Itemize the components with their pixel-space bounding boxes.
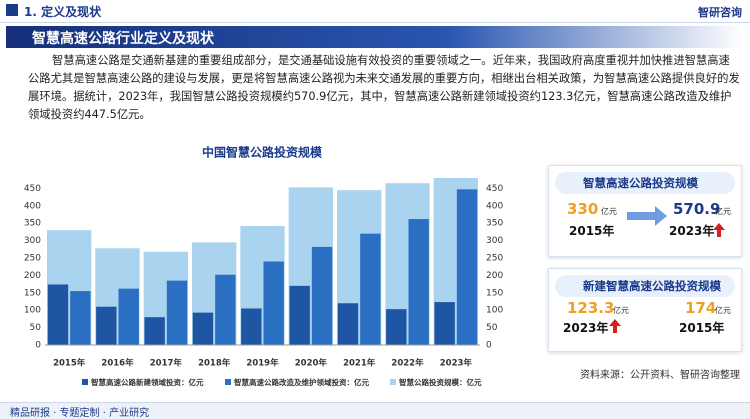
bar [166,280,188,345]
bar [289,285,310,345]
y2-tick-label: 250 [486,254,503,264]
bar [311,246,333,345]
card-value: 123.3 [567,299,615,317]
arrow [627,206,667,226]
card: 新建智慧高速公路投资规模 123.3 亿元 2023年 174 亿元 2015年 [548,268,742,352]
x-tick-label: 2018年 [198,358,231,369]
bar [337,303,359,345]
banner: 智慧高速公路行业定义及现状 [6,26,744,48]
legend-swatch [225,379,231,385]
header: 1. 定义及现状 智研咨询 [0,0,750,23]
card: 智慧高速公路投资规模 330 亿元 2015年 570.9 亿元 2023年 [548,165,742,257]
y2-tick-label: 350 [486,219,503,229]
x-tick-label: 2023年 [440,358,473,369]
card-year: 2023年 [563,321,609,335]
chart-title: 中国智慧公路投资规模 [202,145,323,160]
footer: 精品研报 · 专题定制 · 产业研究 [0,402,750,419]
bar [360,233,381,345]
y-tick-label: 450 [24,184,41,194]
y-tick-label: 350 [24,219,41,229]
bar [408,219,429,345]
bar [96,306,117,345]
up-arrow [609,319,621,333]
paragraph: 智慧高速公路是交通新基建的重要组成部分，是交通基础设施有效投资的重要领域之一。近… [28,54,740,121]
y-tick-label: 300 [24,236,41,246]
bar [192,312,214,345]
y-tick-label: 50 [30,323,42,333]
logo: 智研咨询 [698,6,742,19]
chart: 中国智慧公路投资规模 0 50 100 150 200 250 300 350 400 450 0 5… [24,145,504,388]
y-tick-label: 0 [35,341,41,351]
card-unit: 亿元 [715,306,731,315]
legend-label: 智慧公路投资规模：亿元 [399,377,482,387]
source: 资料来源：公开资料、智研咨询整理 [580,370,740,381]
x-tick-label: 2022年 [391,358,424,369]
bar [263,261,284,345]
banner-title: 智慧高速公路行业定义及现状 [32,31,214,47]
x-tick-label: 2017年 [150,358,183,369]
legend-swatch [82,379,88,385]
y2-tick-label: 0 [486,341,492,351]
y2-tick-label: 100 [486,306,503,316]
x-tick-label: 2015年 [53,358,86,369]
bar [118,288,139,345]
legend-label: 智慧高速公路新建领域投资：亿元 [91,377,204,387]
section-title: 1. 定义及现状 [24,5,102,19]
x-tick-label: 2020年 [295,358,328,369]
bar [434,302,455,345]
y2-tick-label: 400 [486,201,503,211]
bar [456,189,478,345]
y-tick-label: 250 [24,254,41,264]
footer-text: 精品研报 · 专题定制 · 产业研究 [10,408,150,419]
card-title: 新建智慧高速公路投资规模 [555,275,735,297]
x-tick-label: 2021年 [343,358,376,369]
y-tick-label: 400 [24,201,41,211]
plot [47,178,478,345]
card-title: 智慧高速公路投资规模 [555,172,735,194]
bar [215,274,236,345]
card-value: 330 [567,200,599,218]
y2-tick-label: 450 [486,184,503,194]
card-year: 2015年 [569,224,615,238]
card-value: 174 [685,299,717,317]
y2-tick-label: 200 [486,271,503,281]
up-arrow [713,223,725,237]
card-year: 2023年 [669,224,715,238]
y2-tick-label: 300 [486,236,503,246]
bar [386,309,407,345]
card-unit: 亿元 [613,306,629,315]
card-value: 570.9 [673,200,721,218]
y-tick-label: 100 [24,306,41,316]
bar [47,284,69,345]
bar [241,308,262,345]
y-tick-label: 200 [24,271,41,281]
legend-label: 智慧高速公路改造及维护领域投资：亿元 [234,377,369,387]
x-tick-label: 2016年 [101,358,134,369]
card-year: 2015年 [679,321,725,335]
bar [144,317,165,345]
y-tick-label: 150 [24,288,41,298]
header-icon [6,4,18,16]
card-unit: 亿元 [601,207,617,216]
x-tick-label: 2019年 [246,358,279,369]
y2-tick-label: 50 [486,323,498,333]
bar [70,291,91,345]
y2-tick-label: 150 [486,288,503,298]
card-unit: 亿元 [715,207,731,216]
legend-swatch [390,379,396,385]
